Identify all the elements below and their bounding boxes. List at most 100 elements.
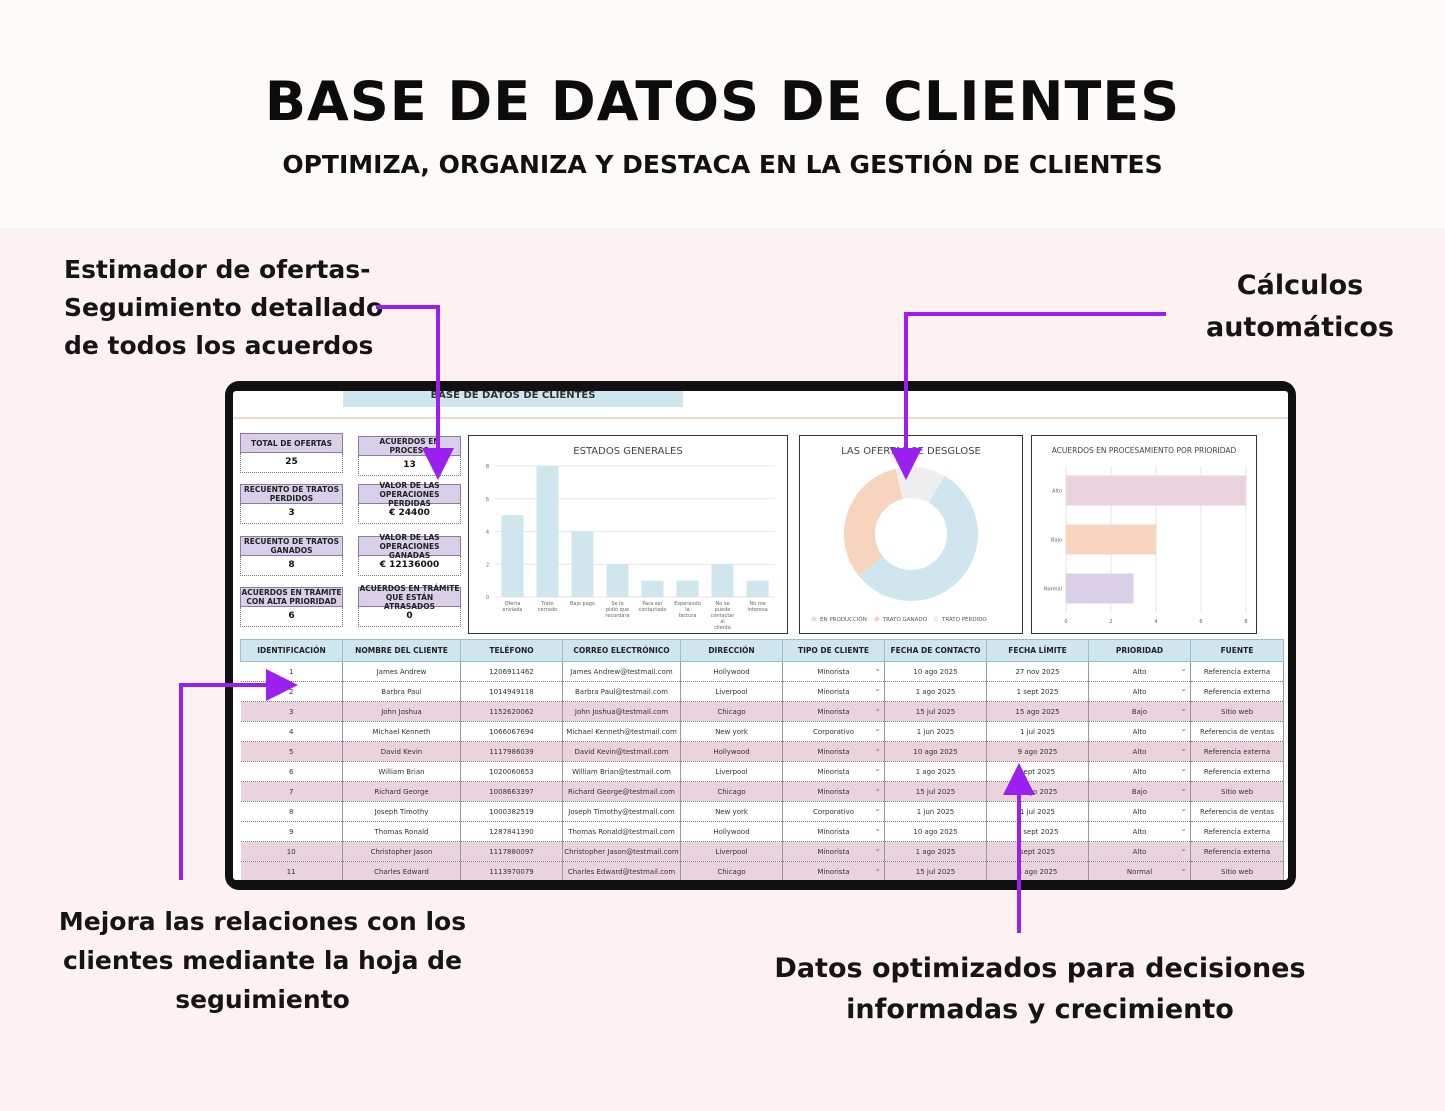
table-cell[interactable]: Chicago [680,861,783,880]
table-cell[interactable]: Referencia externa [1190,841,1284,862]
table-cell[interactable]: Hollywood [680,661,783,682]
table-cell[interactable]: Charles Edward [342,861,461,880]
table-cell[interactable]: 3 [240,701,343,722]
table-cell[interactable]: 9 [240,821,343,842]
table-cell[interactable]: Richard George@testmail.com [562,781,681,802]
table-cell[interactable]: Barbra Paul@testmail.com [562,681,681,702]
table-cell[interactable]: William Brian [342,761,461,782]
table-cell[interactable]: 1 ago 2025 [884,681,987,702]
table-cell[interactable]: James Andrew@testmail.com [562,661,681,682]
table-cell[interactable]: Alto [1088,801,1191,822]
table-cell[interactable]: Alto [1088,741,1191,762]
table-cell[interactable]: Corporativo [782,721,885,742]
column-header[interactable]: FECHA DE CONTACTO [884,639,987,662]
table-cell[interactable]: Minorista [782,701,885,722]
table-row[interactable]: 11 Charles Edward 1113970079 Charles Edward… [240,861,1284,880]
table-cell[interactable]: Sitio web [1190,861,1284,880]
kpi-value[interactable]: € 12136000 [358,556,461,576]
table-row[interactable]: 2 Barbra Paul 1014949118 Barbra Paul@testma… [240,681,1284,702]
table-cell[interactable]: Minorista [782,861,885,880]
table-cell[interactable]: Minorista [782,761,885,782]
table-cell[interactable]: John Joshua@testmail.com [562,701,681,722]
table-cell[interactable]: 1 jun 2025 [884,721,987,742]
table-cell[interactable]: Joseph Timothy@testmail.com [562,801,681,822]
table-cell[interactable]: Referencia externa [1190,761,1284,782]
table-cell[interactable]: Hollywood [680,821,783,842]
table-cell[interactable]: David Kevin [342,741,461,762]
table-cell[interactable]: 10 [240,841,343,862]
table-row[interactable]: 4 Michael Kenneth 1066067694 Michael Kennet… [240,721,1284,742]
kpi-value[interactable]: 25 [240,453,343,473]
table-cell[interactable]: Bajo [1088,781,1191,802]
table-cell[interactable]: 8 [240,801,343,822]
table-cell[interactable]: 1287841390 [460,821,563,842]
table-cell[interactable]: New york [680,721,783,742]
table-row[interactable]: 10 Christopher Jason 1117880097 Christopher… [240,841,1284,862]
table-cell[interactable]: Referencia externa [1190,741,1284,762]
table-cell[interactable]: 1206911462 [460,661,563,682]
table-row[interactable]: 5 David Kevin 1117986039 David Kevin@testma… [240,741,1284,762]
table-cell[interactable]: Alto [1088,661,1191,682]
table-cell[interactable]: Thomas Ronald@testmail.com [562,821,681,842]
table-row[interactable]: 8 Joseph Timothy 1000382519 Joseph Timothy@… [240,801,1284,822]
table-cell[interactable]: Sitio web [1190,701,1284,722]
table-cell[interactable]: 5 ago 2025 [986,861,1089,880]
table-cell[interactable]: Joseph Timothy [342,801,461,822]
table-cell[interactable]: sept 2025 [986,761,1089,782]
table-cell[interactable]: 1 sept 2025 [986,681,1089,702]
table-cell[interactable]: 15 ago 2025 [986,701,1089,722]
table-cell[interactable]: Minorista [782,741,885,762]
table-cell[interactable]: Thomas Ronald [342,821,461,842]
table-cell[interactable]: Minorista [782,781,885,802]
table-cell[interactable]: 1020060653 [460,761,563,782]
kpi-value[interactable]: 13 [358,456,461,476]
table-cell[interactable]: 1 jul 2025 [986,801,1089,822]
table-cell[interactable]: Barbra Paul [342,681,461,702]
table-cell[interactable]: 1000382519 [460,801,563,822]
table-cell[interactable]: 15 jul 2025 [884,781,987,802]
table-cell[interactable]: Referencia externa [1190,661,1284,682]
table-cell[interactable]: 1 ago 2025 [884,761,987,782]
table-cell[interactable]: 2 [240,681,343,702]
table-cell[interactable]: Alto [1088,681,1191,702]
table-cell[interactable]: Referencia externa [1190,681,1284,702]
table-cell[interactable]: Charles Edward@testmail.com [562,861,681,880]
table-row[interactable]: 3 John Joshua 1152620062 John Joshua@testma… [240,701,1284,722]
table-cell[interactable]: Normal [1088,861,1191,880]
table-row[interactable]: 7 Richard George 1008663397 Richard George@… [240,781,1284,802]
table-cell[interactable]: Minorista [782,821,885,842]
table-cell[interactable]: 10 ago 2025 [884,821,987,842]
table-cell[interactable]: 1066067694 [460,721,563,742]
table-cell[interactable]: 1152620062 [460,701,563,722]
kpi-value[interactable]: 8 [240,556,343,576]
kpi-value[interactable]: € 24400 [358,504,461,524]
table-cell[interactable]: 1 jul 2025 [986,721,1089,742]
table-cell[interactable]: 7 [240,781,343,802]
kpi-value[interactable]: 0 [358,607,461,627]
column-header[interactable]: PRIORIDAD [1088,639,1191,662]
table-cell[interactable]: Christopher Jason [342,841,461,862]
table-cell[interactable]: Liverpool [680,841,783,862]
chart-priority-deals[interactable]: ACUERDOS EN PROCESAMIENTO POR PRIORIDAD … [1031,435,1257,634]
table-cell[interactable]: 1117880097 [460,841,563,862]
kpi-value[interactable]: 6 [240,607,343,627]
table-cell[interactable]: Liverpool [680,761,783,782]
table-cell[interactable]: Liverpool [680,681,783,702]
table-cell[interactable]: Minorista [782,841,885,862]
column-header[interactable]: CORREO ELECTRÓNICO [562,639,681,662]
table-cell[interactable]: 1014949118 [460,681,563,702]
table-cell[interactable]: 4 [240,721,343,742]
table-cell[interactable]: Sitio web [1190,781,1284,802]
table-cell[interactable]: David Kevin@testmail.com [562,741,681,762]
table-cell[interactable]: Referencia de ventas [1190,721,1284,742]
table-cell[interactable]: Alto [1088,821,1191,842]
table-cell[interactable]: Referencia de ventas [1190,801,1284,822]
table-cell[interactable]: Christopher Jason@testmail.com [562,841,681,862]
column-header[interactable]: TIPO DE CLIENTE [782,639,885,662]
table-cell[interactable]: 11 [240,861,343,880]
chart-offers-breakdown[interactable]: LAS OFERTAS SE DESGLOSE EN PRODUCCIÓN TRA… [799,435,1023,634]
table-cell[interactable]: 1113970079 [460,861,563,880]
table-cell[interactable]: Alto [1088,761,1191,782]
table-cell[interactable]: Alto [1088,721,1191,742]
table-cell[interactable]: Michael Kenneth [342,721,461,742]
